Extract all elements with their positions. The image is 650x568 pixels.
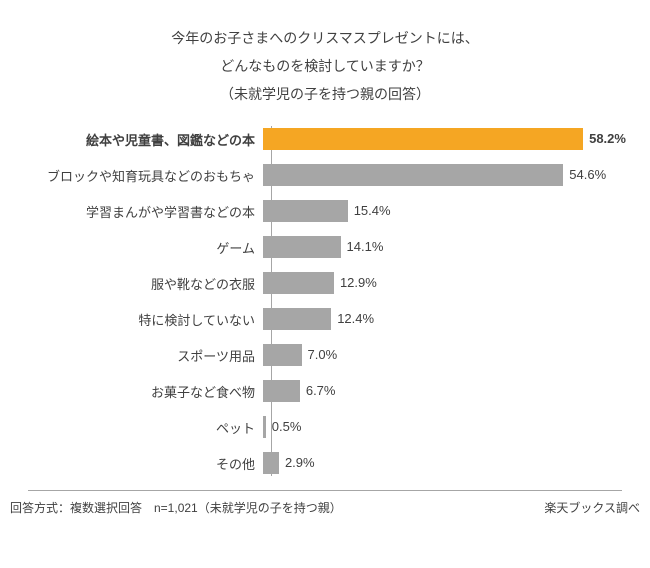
- bar: [263, 128, 583, 150]
- category-label: 服や靴などの衣服: [28, 274, 263, 293]
- bar-area: 54.6%: [263, 164, 622, 186]
- chart-footer: 回答方式：複数選択回答 n=1,021（未就学児の子を持つ親） 楽天ブックス調べ: [0, 491, 650, 516]
- bar-area: 0.5%: [263, 416, 622, 438]
- bar-row: 特に検討していない 12.4%: [28, 306, 622, 332]
- bar-area: 6.7%: [263, 380, 622, 402]
- bar: [263, 380, 300, 402]
- category-label: 特に検討していない: [28, 310, 263, 329]
- bar-area: 12.4%: [263, 308, 622, 330]
- category-label: その他: [28, 454, 263, 473]
- value-label: 54.6%: [563, 164, 606, 186]
- bar: [263, 344, 302, 366]
- bar-area: 15.4%: [263, 200, 622, 222]
- bar-row: 服や靴などの衣服 12.9%: [28, 270, 622, 296]
- bar-area: 58.2%: [263, 128, 622, 150]
- value-label: 12.4%: [331, 308, 374, 330]
- value-label: 7.0%: [302, 344, 338, 366]
- value-label: 15.4%: [348, 200, 391, 222]
- bar: [263, 164, 563, 186]
- footer-right: 楽天ブックス調べ: [544, 499, 640, 516]
- bar-row: ペット0.5%: [28, 414, 622, 440]
- bar-row: スポーツ用品 7.0%: [28, 342, 622, 368]
- bar: [263, 272, 334, 294]
- bar-row: ブロックや知育玩具などのおもちゃ 54.6%: [28, 162, 622, 188]
- bar-area: 2.9%: [263, 452, 622, 474]
- bar-area: 12.9%: [263, 272, 622, 294]
- title-line-2: どんなものを検討していますか？: [28, 52, 622, 80]
- value-label: 12.9%: [334, 272, 377, 294]
- category-label: 絵本や児童書、図鑑などの本: [28, 130, 263, 149]
- category-label: 学習まんがや学習書などの本: [28, 202, 263, 221]
- bar-area: 14.1%: [263, 236, 622, 258]
- category-label: スポーツ用品: [28, 346, 263, 365]
- bar: [263, 308, 331, 330]
- value-label: 6.7%: [300, 380, 336, 402]
- bar: [263, 452, 279, 474]
- bar-area: 7.0%: [263, 344, 622, 366]
- bar: [263, 236, 341, 258]
- bar-row: ゲーム 14.1%: [28, 234, 622, 260]
- category-label: ゲーム: [28, 238, 263, 257]
- bar-row: 学習まんがや学習書などの本 15.4%: [28, 198, 622, 224]
- category-label: お菓子など食べ物: [28, 382, 263, 401]
- value-label: 0.5%: [266, 416, 302, 438]
- value-label: 2.9%: [279, 452, 315, 474]
- bar-row: 絵本や児童書、図鑑などの本58.2%: [28, 126, 622, 152]
- title-line-1: 今年のお子さまへのクリスマスプレゼントには、: [28, 24, 622, 52]
- chart-title: 今年のお子さまへのクリスマスプレゼントには、 どんなものを検討していますか？ （…: [28, 24, 622, 108]
- footer-left: 回答方式：複数選択回答 n=1,021（未就学児の子を持つ親）: [10, 499, 342, 516]
- bar-row: お菓子など食べ物 6.7%: [28, 378, 622, 404]
- bar-rows: 絵本や児童書、図鑑などの本58.2%ブロックや知育玩具などのおもちゃ54.6%学…: [28, 126, 622, 476]
- category-label: ブロックや知育玩具などのおもちゃ: [28, 166, 263, 185]
- chart-container: 今年のお子さまへのクリスマスプレゼントには、 どんなものを検討していますか？ （…: [0, 0, 650, 476]
- bar: [263, 200, 348, 222]
- title-line-3: （未就学児の子を持つ親の回答）: [28, 80, 622, 108]
- category-label: ペット: [28, 418, 263, 437]
- value-label: 58.2%: [583, 128, 626, 150]
- value-label: 14.1%: [341, 236, 384, 258]
- bar-row: その他 2.9%: [28, 450, 622, 476]
